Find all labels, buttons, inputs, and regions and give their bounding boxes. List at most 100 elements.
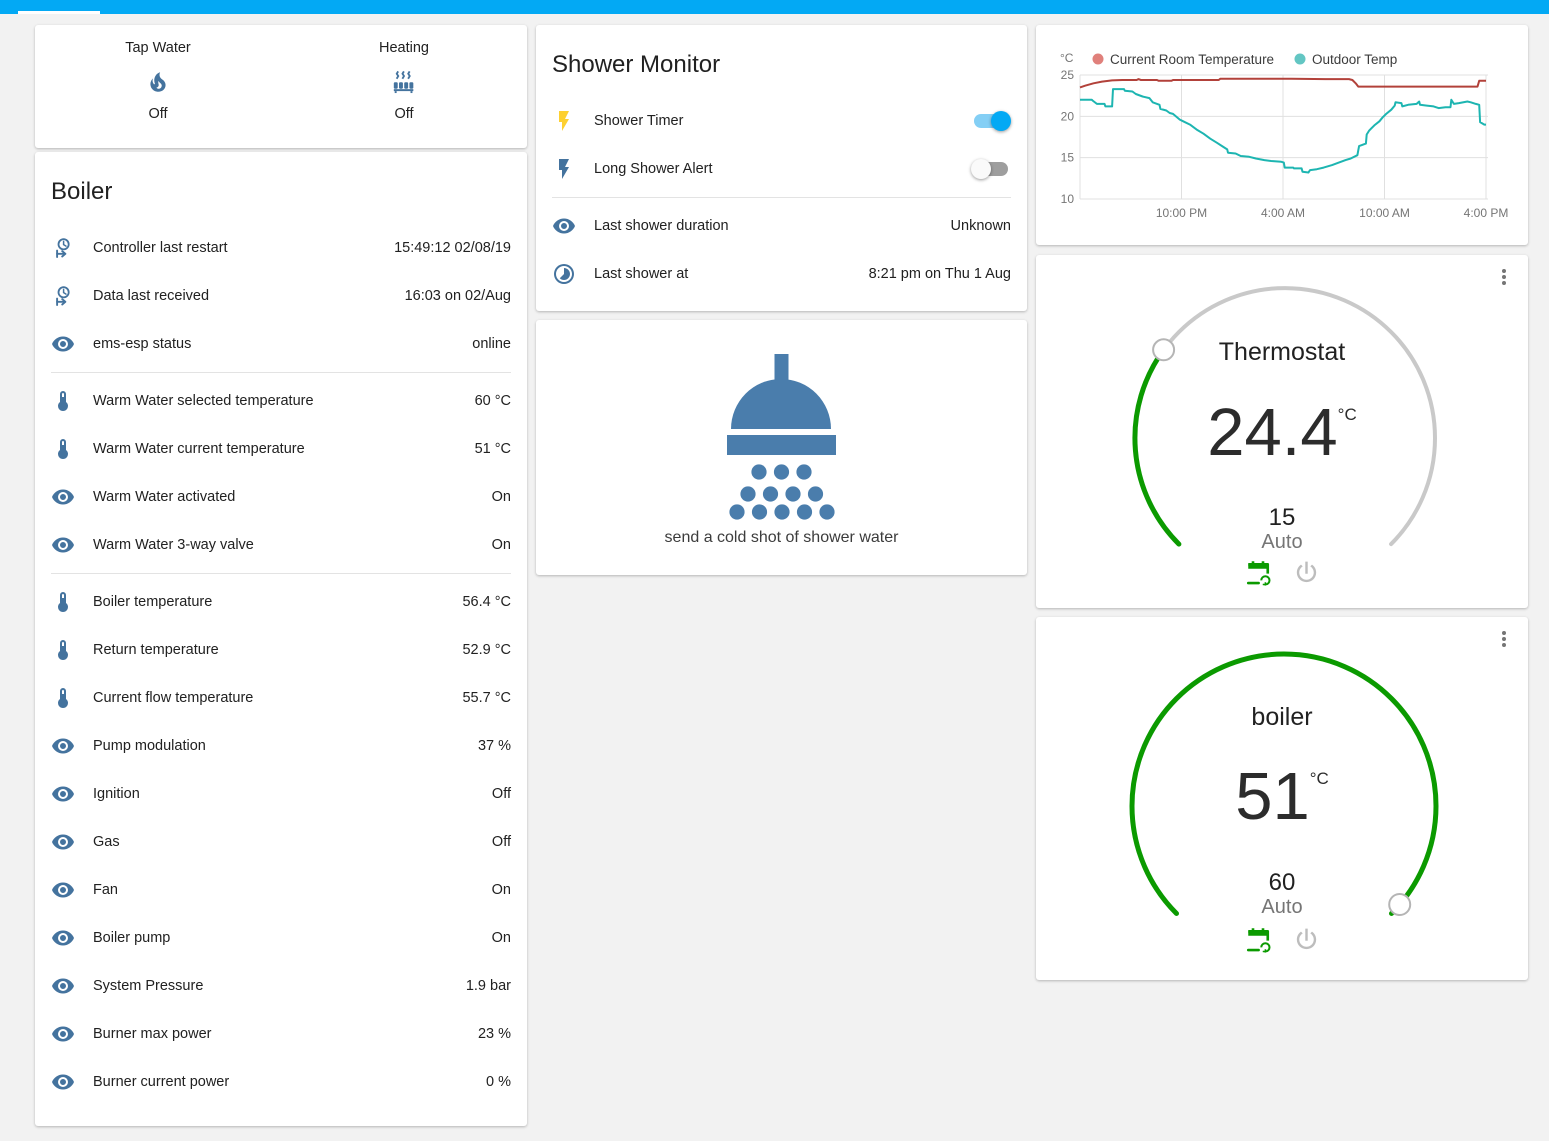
menu-dots-icon[interactable] — [1492, 265, 1516, 289]
boiler-dial[interactable] — [1036, 617, 1528, 985]
entity-row[interactable]: Last shower at 8:21 pm on Thu 1 Aug — [536, 250, 1027, 298]
divider — [552, 197, 1011, 198]
toggle-switch[interactable] — [971, 111, 1011, 131]
active-tab-indicator[interactable] — [18, 11, 100, 14]
x-tick-label: 4:00 AM — [1261, 206, 1305, 220]
menu-dots-icon[interactable] — [1492, 627, 1516, 651]
calendar-sync-icon[interactable] — [1243, 925, 1273, 955]
gauge-knob[interactable] — [1388, 893, 1412, 916]
legend-dot — [1294, 53, 1306, 65]
divider — [51, 372, 511, 373]
thermometer-icon — [51, 389, 75, 413]
glance-card: Tap Water Off Heating Off — [35, 25, 527, 148]
gauge-track-arc — [1133, 286, 1437, 547]
fire-icon — [145, 69, 171, 95]
entity-row[interactable]: Last shower duration Unknown — [536, 202, 1027, 250]
entity-row[interactable]: Warm Water current temperature 51 °C — [35, 425, 527, 473]
shower-head-icon — [719, 354, 844, 520]
entity-row[interactable]: System Pressure 1.9 bar — [35, 962, 527, 1010]
boiler-gauge-card: boiler 51 °C 60 Auto — [1036, 617, 1528, 980]
flash-icon — [552, 157, 576, 181]
x-tick-label: 10:00 PM — [1156, 206, 1207, 220]
x-tick-label: 4:00 PM — [1464, 206, 1509, 220]
entity-name: Boiler pump — [93, 930, 171, 946]
entity-row[interactable]: Warm Water 3-way valve On — [35, 521, 527, 569]
temperature-history-chart-card: 25 20 15 10 10:00 PM 4:00 AM 10:00 AM 4:00 PM °C… — [1036, 25, 1528, 245]
shower-action-card[interactable]: send a cold shot of shower water — [536, 320, 1027, 575]
entity-row[interactable]: Ignition Off — [35, 770, 527, 818]
eye-icon — [51, 332, 75, 356]
glance-item-heating[interactable]: Heating Off — [281, 25, 527, 122]
entity-row[interactable]: Fan On — [35, 866, 527, 914]
entity-state: 8:21 pm on Thu 1 Aug — [868, 266, 1011, 282]
entity-state: 60 °C — [474, 393, 511, 409]
thermostat-dial[interactable] — [1036, 255, 1528, 613]
entity-state: Off — [491, 834, 511, 850]
eye-icon — [51, 926, 75, 950]
entity-state: 51 °C — [474, 441, 511, 457]
gauge-value-arc — [1129, 651, 1439, 916]
calendar-sync-icon[interactable] — [1243, 558, 1273, 588]
entity-name: Last shower at — [594, 266, 689, 282]
entity-name: Last shower duration — [594, 218, 729, 234]
entity-state: 52.9 °C — [462, 642, 511, 658]
entity-row[interactable]: Current flow temperature 55.7 °C — [35, 674, 527, 722]
entity-state: 1.9 bar — [465, 978, 511, 994]
entity-state: online — [472, 336, 511, 352]
entity-row[interactable]: Long Shower Alert — [536, 145, 1027, 193]
entity-name: Gas — [93, 834, 120, 850]
entity-name: Boiler temperature — [93, 594, 213, 610]
glance-label: Heating — [379, 40, 429, 56]
eye-icon — [51, 533, 75, 557]
boiler-entities-card: Boiler Controller last restart 15:49:12 0… — [35, 152, 527, 1126]
entity-row[interactable]: ems-esp status online — [35, 320, 527, 368]
shower-action-label: send a cold shot of shower water — [664, 529, 899, 546]
entity-name: Controller last restart — [93, 240, 228, 256]
gauge-knob[interactable] — [1152, 338, 1176, 362]
eye-icon — [51, 974, 75, 998]
y-tick-label: 15 — [1061, 151, 1075, 165]
glance-state: Off — [148, 106, 168, 122]
entity-name: Current flow temperature — [93, 690, 254, 706]
entity-row[interactable]: Data last received 16:03 on 02/Aug — [35, 272, 527, 320]
entity-state: 56.4 °C — [462, 594, 511, 610]
entity-name: Warm Water activated — [93, 489, 236, 505]
entity-row[interactable]: Shower Timer — [536, 97, 1027, 145]
shower-monitor-title: Shower Monitor — [552, 51, 721, 78]
toggle-switch[interactable] — [971, 159, 1011, 179]
entity-row[interactable]: Warm Water selected temperature 60 °C — [35, 377, 527, 425]
entity-row[interactable]: Boiler pump On — [35, 914, 527, 962]
y-tick-label: 20 — [1061, 109, 1075, 123]
entity-row[interactable]: Gas Off — [35, 818, 527, 866]
power-icon[interactable] — [1292, 925, 1322, 955]
entity-row[interactable]: Pump modulation 37 % — [35, 722, 527, 770]
entity-state: On — [491, 882, 511, 898]
shower-monitor-card: Shower Monitor Shower Timer Long Shower A… — [536, 25, 1027, 311]
glance-item-tap-water[interactable]: Tap Water Off — [35, 25, 281, 122]
power-icon[interactable] — [1292, 558, 1322, 588]
clock-out-icon — [51, 284, 75, 308]
divider — [51, 573, 511, 574]
entity-row[interactable]: Burner current power 0 % — [35, 1058, 527, 1106]
timelapse-icon — [552, 262, 576, 286]
entity-name: Shower Timer — [594, 113, 684, 129]
entity-state: 55.7 °C — [462, 690, 511, 706]
entity-state: On — [491, 537, 511, 553]
flash-icon — [552, 109, 576, 133]
eye-icon — [51, 485, 75, 509]
entity-state: 23 % — [477, 1026, 511, 1042]
entity-name: Warm Water selected temperature — [93, 393, 314, 409]
radiator-icon — [391, 69, 417, 95]
entity-row[interactable]: Warm Water activated On — [35, 473, 527, 521]
eye-icon — [552, 214, 576, 238]
glance-state: Off — [394, 106, 414, 122]
entity-row[interactable]: Return temperature 52.9 °C — [35, 626, 527, 674]
y-tick-label: 25 — [1061, 68, 1075, 82]
entity-row[interactable]: Boiler temperature 56.4 °C — [35, 578, 527, 626]
entity-row[interactable]: Burner max power 23 % — [35, 1010, 527, 1058]
entity-state: 37 % — [477, 738, 511, 754]
gauge-track-arc — [1130, 652, 1438, 916]
eye-icon — [51, 878, 75, 902]
entity-row[interactable]: Controller last restart 15:49:12 02/08/19 — [35, 224, 527, 272]
entity-name: Return temperature — [93, 642, 219, 658]
